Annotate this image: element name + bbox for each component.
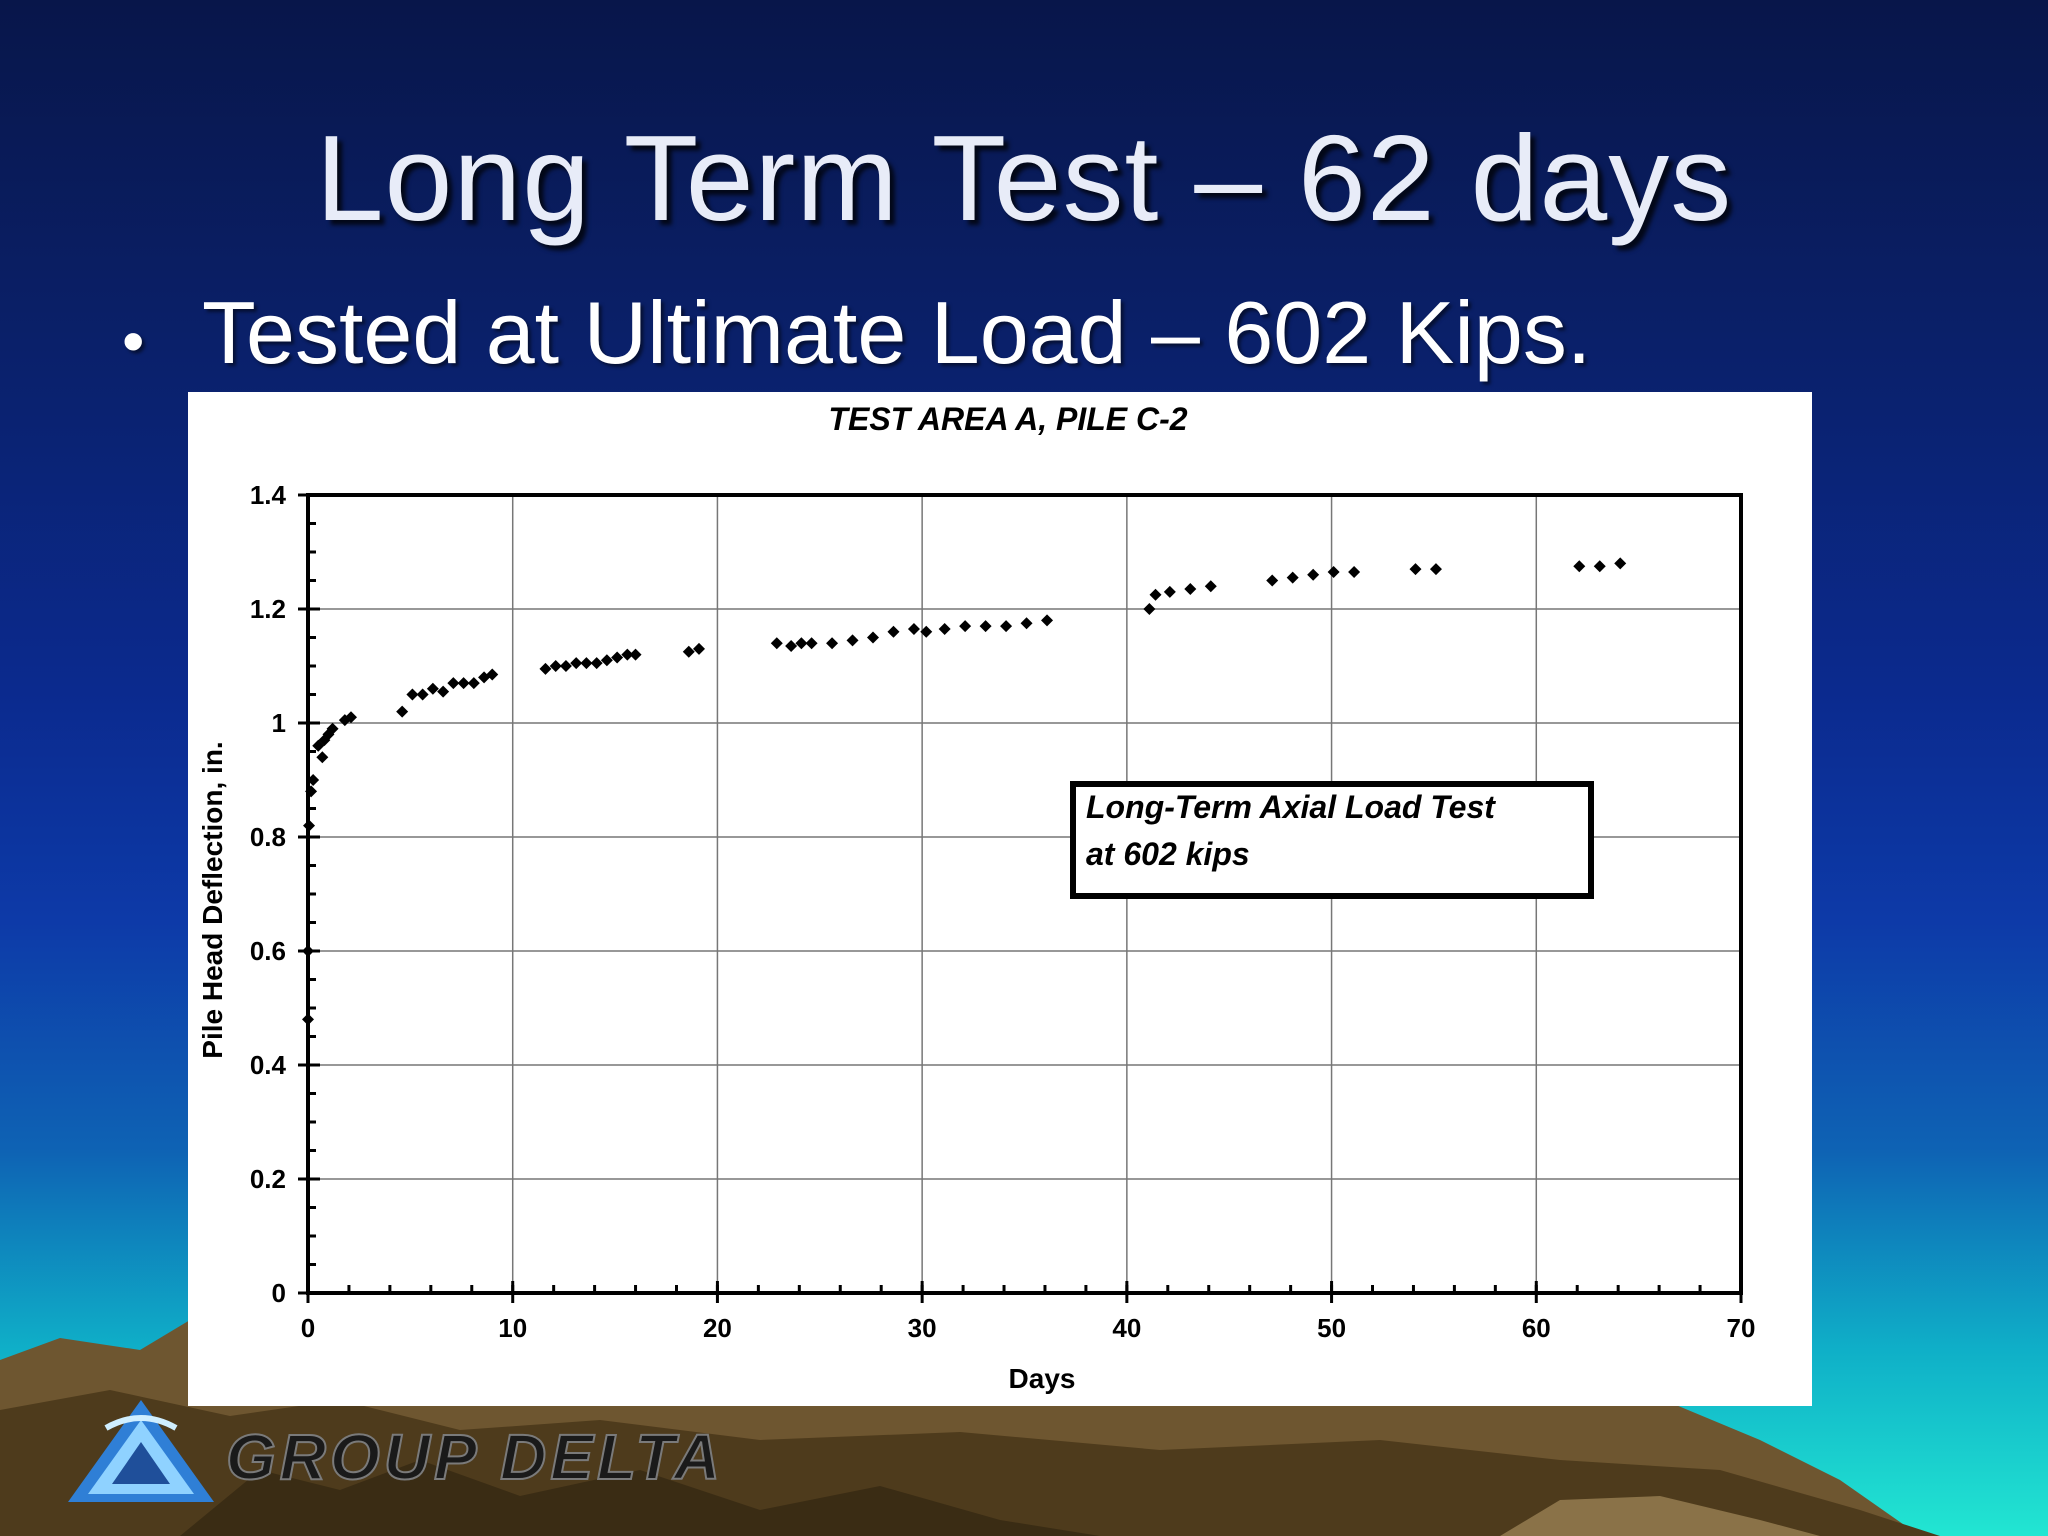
x-axis-title: Days [1009, 1363, 1076, 1394]
data-point [682, 645, 695, 658]
data-points [302, 557, 1627, 1026]
annotation-line-1: Long-Term Axial Load Test [1086, 789, 1496, 825]
data-point [1429, 563, 1442, 576]
data-point [1573, 560, 1586, 573]
data-point [920, 625, 933, 638]
data-point [770, 637, 783, 650]
y-tick-label: 0.2 [250, 1164, 286, 1194]
data-point [907, 622, 920, 635]
data-point [1327, 565, 1340, 578]
data-point [629, 648, 642, 661]
data-point [467, 677, 480, 690]
data-point [590, 657, 603, 670]
data-point [1593, 560, 1606, 573]
data-point [959, 620, 972, 633]
data-point [1149, 588, 1162, 601]
axis-labels: 0 10 20 30 40 50 60 70 0 0.2 0.4 0.6 0.8 1 1.2 1.4 [250, 480, 1756, 1343]
data-point [302, 1013, 314, 1026]
data-point [826, 637, 839, 650]
data-point [1000, 620, 1013, 633]
y-tick-label: 0 [272, 1278, 286, 1308]
data-point [486, 668, 499, 681]
x-tick-label: 60 [1522, 1313, 1551, 1343]
y-tick-label: 0.8 [250, 822, 286, 852]
y-axis-title: Pile Head Deflection, in. [197, 741, 228, 1058]
y-tick-label: 0.6 [250, 936, 286, 966]
data-point [1041, 614, 1054, 627]
x-tick-label: 10 [498, 1313, 527, 1343]
y-tick-label: 0.4 [250, 1050, 287, 1080]
data-point [887, 625, 900, 638]
data-point [559, 660, 572, 672]
y-tick-label: 1.4 [250, 480, 287, 510]
data-point [795, 637, 808, 650]
data-point [1184, 583, 1197, 596]
data-point [1020, 617, 1033, 630]
y-tick-label: 1 [272, 708, 286, 738]
chart-title: TEST AREA A, PILE C-2 [828, 401, 1187, 437]
data-point [1614, 557, 1627, 570]
data-point [693, 642, 706, 655]
x-tick-label: 20 [703, 1313, 732, 1343]
data-point [318, 734, 331, 747]
data-point [1204, 580, 1217, 593]
data-point [785, 640, 798, 653]
x-tick-label: 30 [908, 1313, 937, 1343]
data-point [539, 662, 552, 675]
group-delta-logo-icon [68, 1400, 214, 1502]
x-tick-label: 70 [1727, 1313, 1756, 1343]
data-point [396, 705, 409, 718]
data-point [570, 657, 583, 670]
data-point [326, 722, 339, 735]
mountain-landscape-decoration [0, 1320, 1940, 1536]
data-point [1409, 563, 1422, 576]
data-point [867, 631, 880, 644]
slide-title: Long Term Test – 62 days [315, 110, 1733, 246]
x-tick-label: 0 [301, 1313, 315, 1343]
data-point [600, 654, 613, 667]
data-point [316, 751, 329, 764]
annotation-line-2: at 602 kips [1086, 836, 1250, 872]
data-point [938, 622, 951, 635]
axes [298, 493, 1743, 1303]
data-point [406, 688, 419, 701]
data-point [416, 688, 429, 701]
data-point [344, 711, 357, 724]
scatter-chart: 0 10 20 30 40 50 60 70 0 0.2 0.4 0.6 0.8 1 1.2 1.4 TEST… [197, 401, 1756, 1394]
annotation-box: Long-Term Axial Load Test at 602 kips [1070, 781, 1594, 899]
data-point [457, 677, 470, 690]
data-point [307, 774, 320, 786]
data-point [621, 648, 634, 661]
data-point [303, 819, 316, 832]
data-point [1163, 585, 1176, 598]
data-point [1307, 568, 1320, 581]
data-point [846, 634, 859, 647]
brand-name: GROUP DELTA [225, 1420, 724, 1494]
data-point [426, 682, 439, 695]
bullet-text: Tested at Ultimate Load – 602 Kips. [202, 283, 1592, 382]
data-point [305, 785, 318, 798]
data-point [447, 677, 460, 690]
data-point [549, 660, 562, 672]
data-point [302, 945, 314, 957]
bullet-item: • Tested at Ultimate Load – 602 Kips. [122, 282, 1591, 384]
chart-panel: 0 10 20 30 40 50 60 70 0 0.2 0.4 0.6 0.8 1 1.2 1.4 TEST… [188, 392, 1812, 1406]
x-tick-label: 50 [1317, 1313, 1346, 1343]
data-point [437, 685, 450, 698]
data-point [1143, 603, 1156, 615]
y-tick-label: 1.2 [250, 594, 286, 624]
data-point [805, 637, 818, 650]
data-point [1266, 574, 1279, 587]
data-point [1286, 571, 1299, 584]
data-point [1348, 565, 1361, 578]
data-point [979, 620, 992, 633]
bullet-marker: • [122, 305, 145, 377]
data-point [611, 651, 624, 664]
data-point [580, 657, 593, 670]
x-tick-label: 40 [1112, 1313, 1141, 1343]
